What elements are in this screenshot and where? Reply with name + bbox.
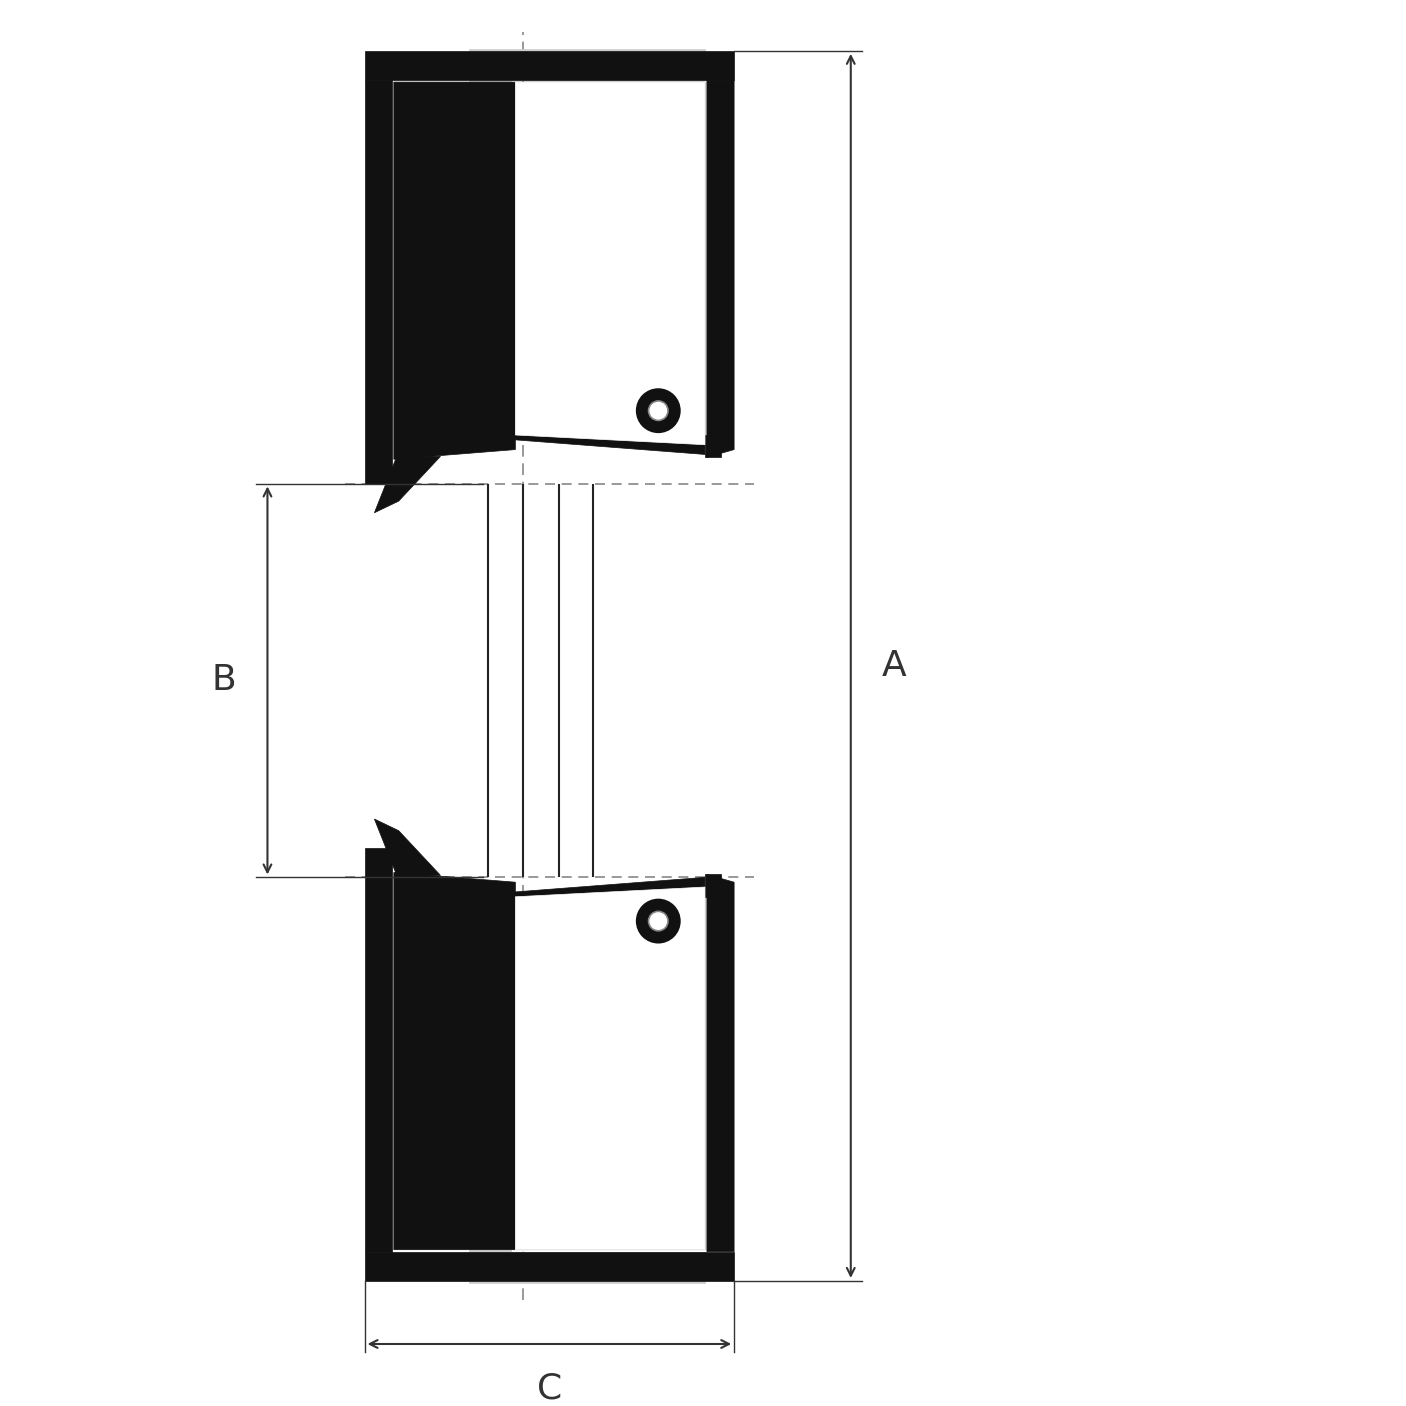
Polygon shape: [374, 457, 440, 513]
Circle shape: [648, 401, 668, 420]
Polygon shape: [374, 820, 440, 876]
Text: A: A: [882, 650, 907, 683]
Polygon shape: [516, 887, 704, 1250]
Polygon shape: [394, 82, 704, 460]
Polygon shape: [394, 873, 704, 1250]
Polygon shape: [364, 80, 392, 484]
Circle shape: [637, 389, 679, 432]
Polygon shape: [707, 80, 734, 457]
Text: C: C: [537, 1371, 562, 1405]
Circle shape: [648, 911, 668, 931]
Polygon shape: [468, 80, 510, 425]
Polygon shape: [364, 848, 392, 1251]
Polygon shape: [704, 875, 721, 897]
Text: B: B: [212, 664, 236, 697]
Polygon shape: [468, 907, 510, 1251]
Polygon shape: [704, 434, 721, 457]
Polygon shape: [468, 1251, 704, 1282]
Circle shape: [637, 900, 679, 942]
Polygon shape: [364, 51, 734, 80]
Polygon shape: [468, 49, 704, 80]
Polygon shape: [707, 875, 734, 1251]
Polygon shape: [516, 82, 704, 444]
Polygon shape: [364, 1251, 734, 1281]
